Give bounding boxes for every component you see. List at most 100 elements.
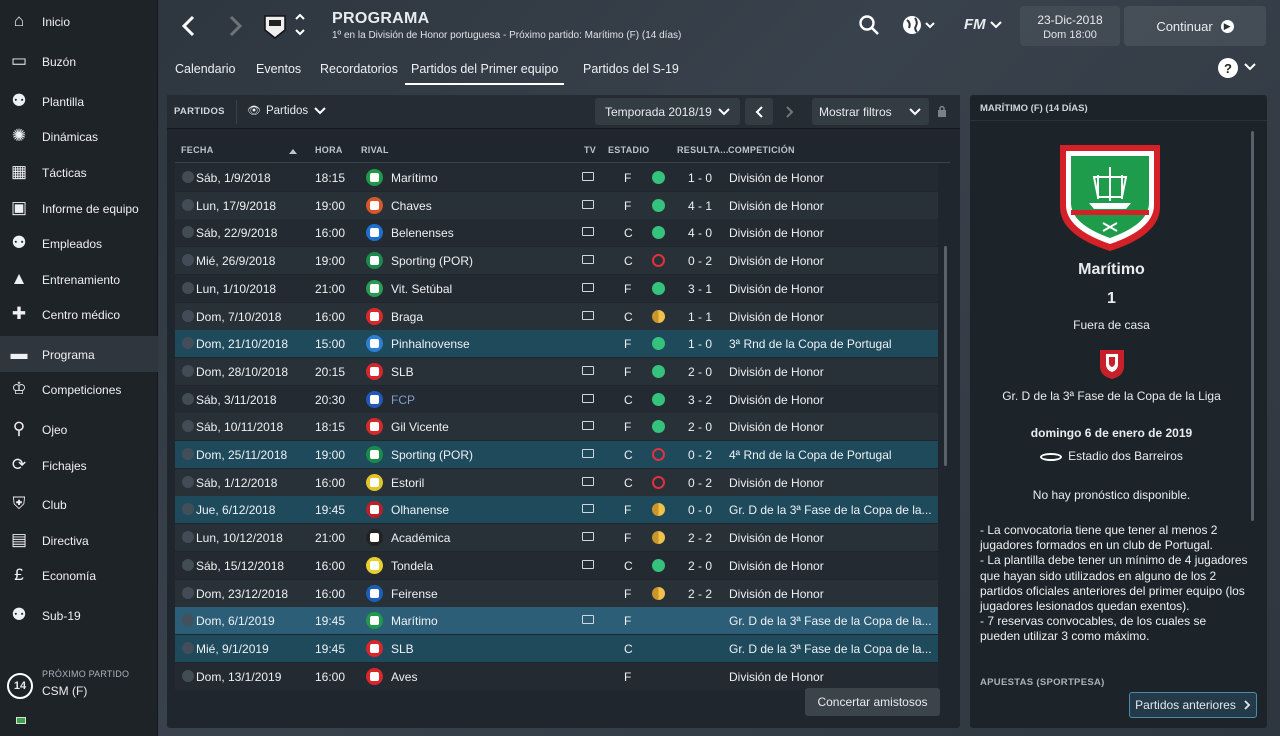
row-checkmark-icon bbox=[182, 586, 194, 599]
help-icon[interactable]: ? bbox=[1218, 58, 1238, 78]
back-arrow-icon[interactable] bbox=[178, 14, 200, 38]
dynamics-icon: ✺ bbox=[11, 126, 27, 145]
col-time[interactable]: HORA bbox=[315, 145, 343, 155]
game-date[interactable]: 23-Dic-2018 Dom 18:00 bbox=[1020, 6, 1120, 46]
table-row[interactable]: Lun, 17/9/2018 19:00 Chaves F 4 - 1 División … bbox=[175, 191, 938, 219]
club-switch-icon[interactable] bbox=[295, 12, 305, 40]
tab-calendario[interactable]: Calendario bbox=[175, 62, 236, 76]
col-date[interactable]: FECHA bbox=[181, 145, 214, 155]
detail-scrollbar[interactable] bbox=[1251, 131, 1254, 521]
previous-matches-button[interactable]: Partidos anteriores bbox=[1129, 692, 1257, 718]
tab-u19-matches[interactable]: Partidos del S-19 bbox=[583, 62, 679, 76]
match-competition: División de Honor bbox=[729, 531, 824, 546]
table-row[interactable]: Sáb, 3/11/2018 20:30 FCP C 3 - 2 División de … bbox=[175, 385, 938, 413]
sidebar-item-label: Economía bbox=[42, 569, 97, 583]
squad-icon: ⚉ bbox=[11, 91, 27, 110]
sidebar-item-empleados[interactable]: ⚉ Empleados bbox=[0, 225, 158, 261]
stadium-venue: F bbox=[624, 503, 632, 518]
lock-icon[interactable] bbox=[937, 105, 947, 117]
search-icon[interactable] bbox=[858, 14, 880, 36]
match-competition: Gr. D de la 3ª Fase de la Copa de la... bbox=[729, 614, 932, 629]
table-row[interactable]: Dom, 6/1/2019 19:45 Marítimo F Gr. D de la 3… bbox=[175, 607, 938, 635]
table-row[interactable]: Dom, 13/1/2019 16:00 Aves F División de Hono… bbox=[175, 662, 938, 690]
table-row[interactable]: Sáb, 15/12/2018 16:00 Tondela C 2 - 0 Divisió… bbox=[175, 551, 938, 579]
sidebar-item-label: Informe de equipo bbox=[42, 202, 139, 216]
table-row[interactable]: Lun, 1/10/2018 21:00 Vit. Setúbal F 3 - 1 Div… bbox=[175, 274, 938, 302]
sidebar-item-dinámicas[interactable]: ✺ Dinámicas bbox=[0, 118, 158, 154]
sidebar-item-directiva[interactable]: ▤ Directiva bbox=[0, 522, 158, 558]
sidebar-item-sub-19[interactable]: ⚉ Sub-19 bbox=[0, 597, 158, 633]
sidebar-item-ojeo[interactable]: ⚲ Ojeo bbox=[0, 411, 158, 447]
col-competition[interactable]: COMPETICIÓN bbox=[728, 145, 795, 155]
rule-line: - 7 reservas convocables, de los cuales … bbox=[980, 614, 1207, 644]
sidebar-item-fichajes[interactable]: ⟳ Fichajes bbox=[0, 447, 158, 483]
col-stadium[interactable]: ESTADIO bbox=[608, 145, 650, 155]
table-scrollbar[interactable] bbox=[944, 246, 947, 466]
row-checkmark-icon bbox=[182, 669, 194, 682]
row-checkmark-icon bbox=[182, 392, 194, 405]
match-date: Dom, 13/1/2019 bbox=[196, 669, 282, 684]
help-chevron-icon[interactable] bbox=[1244, 61, 1256, 73]
table-row[interactable]: Jue, 6/12/2018 19:45 Olhanense F 0 - 0 Gr. D … bbox=[175, 496, 938, 524]
result-indicator-icon bbox=[652, 309, 665, 323]
sidebar-item-label: Plantilla bbox=[42, 95, 85, 109]
col-rival[interactable]: RIVAL bbox=[361, 145, 389, 155]
sidebar-item-inicio[interactable]: ⌂ Inicio bbox=[0, 3, 158, 39]
table-row[interactable]: Sáb, 1/9/2018 18:15 Marítimo F 1 - 0 División… bbox=[175, 164, 938, 191]
row-checkmark-icon bbox=[182, 171, 194, 183]
sort-ascending-icon[interactable] bbox=[289, 148, 297, 154]
table-row[interactable]: Sáb, 10/11/2018 18:15 Gil Vicente F 2 - 0 Div… bbox=[175, 413, 938, 441]
match-time: 16:00 bbox=[315, 309, 346, 324]
rule-line: - La plantilla debe tener un mínimo de 4… bbox=[980, 553, 1248, 614]
rival-name: Feirense bbox=[391, 586, 438, 601]
col-tv[interactable]: TV bbox=[584, 145, 597, 155]
table-row[interactable]: Mié, 9/1/2019 19:45 SLB C Gr. D de la 3ª Fas… bbox=[175, 634, 938, 662]
sidebar-item-buzón[interactable]: ▭ Buzón bbox=[0, 43, 158, 79]
table-row[interactable]: Dom, 23/12/2018 16:00 Feirense F 2 - 2 Divisi… bbox=[175, 579, 938, 607]
arrange-friendlies-button[interactable]: Concertar amistosos bbox=[805, 688, 940, 716]
next-season-button[interactable] bbox=[776, 98, 804, 125]
fm-menu-icon[interactable]: FM bbox=[964, 16, 1002, 33]
col-result[interactable]: RESULTA... bbox=[677, 145, 729, 155]
previous-season-button[interactable] bbox=[745, 98, 773, 125]
result-indicator-icon bbox=[652, 475, 665, 489]
club-crest-icon[interactable] bbox=[262, 12, 288, 40]
tab-recordatorios[interactable]: Recordatorios bbox=[320, 62, 398, 76]
tab-eventos[interactable]: Eventos bbox=[256, 62, 302, 76]
season-dropdown[interactable]: Temporada 2018/19 bbox=[595, 98, 740, 125]
sidebar-item-club[interactable]: ⛨ Club bbox=[0, 486, 158, 522]
table-row[interactable]: Sáb, 22/9/2018 16:00 Belenenses C 4 - 0 Divis… bbox=[175, 219, 938, 247]
sidebar-item-programa[interactable]: ▬ Programa bbox=[0, 336, 158, 372]
sidebar-item-tácticas[interactable]: ▦ Tácticas bbox=[0, 154, 158, 190]
stadium-venue: F bbox=[624, 337, 632, 352]
table-row[interactable]: Dom, 28/10/2018 20:15 SLB F 2 - 0 División de… bbox=[175, 357, 938, 385]
table-row[interactable]: Mié, 26/9/2018 19:00 Sporting (POR) C 0 - 2 D… bbox=[175, 247, 938, 275]
show-filters-dropdown[interactable]: Mostrar filtros bbox=[812, 98, 929, 125]
sidebar-item-informe-de-equipo[interactable]: ▣ Informe de equipo bbox=[0, 190, 158, 226]
match-time: 20:30 bbox=[315, 392, 346, 407]
tv-icon bbox=[582, 172, 594, 181]
continue-button[interactable]: Continuar ▶ bbox=[1124, 6, 1266, 46]
sidebar-item-entrenamiento[interactable]: ▲ Entrenamiento bbox=[0, 261, 158, 297]
chevron-down-icon bbox=[314, 106, 326, 114]
globe-icon[interactable] bbox=[902, 14, 938, 36]
view-selector[interactable]: 👁 Partidos bbox=[247, 104, 326, 117]
forward-arrow-icon[interactable] bbox=[224, 14, 246, 38]
tab-first-team-matches[interactable]: Partidos del Primer equipo bbox=[405, 62, 565, 85]
sidebar-item-economía[interactable]: £ Economía bbox=[0, 557, 158, 593]
table-row[interactable]: Sáb, 1/12/2018 16:00 Estoril C 0 - 2 División… bbox=[175, 468, 938, 496]
board-icon: ▤ bbox=[10, 530, 28, 549]
table-row[interactable]: Dom, 7/10/2018 16:00 Braga C 1 - 1 División d… bbox=[175, 302, 938, 330]
sidebar-item-centro-médico[interactable]: ✚ Centro médico bbox=[0, 296, 158, 332]
table-row[interactable]: Dom, 21/10/2018 15:00 Pinhalnovense F 1 - 0 3… bbox=[175, 330, 938, 358]
stadium-venue: C bbox=[624, 558, 633, 573]
club-badge-icon bbox=[366, 169, 383, 186]
table-row[interactable]: Dom, 25/11/2018 19:00 Sporting (POR) C 0 - 2… bbox=[175, 441, 938, 468]
sidebar-item-plantilla[interactable]: ⚉ Plantilla bbox=[0, 83, 158, 119]
next-match-panel[interactable]: 14 PRÓXIMO PARTIDO CSM (F) bbox=[0, 664, 158, 716]
row-checkmark-icon bbox=[182, 364, 194, 377]
sidebar-item-label: Club bbox=[42, 498, 67, 512]
table-row[interactable]: Lun, 10/12/2018 21:00 Académica F 2 - 2 Divis… bbox=[175, 524, 938, 552]
sidebar-item-competiciones[interactable]: ♔ Competiciones bbox=[0, 371, 158, 407]
stadium-venue: F bbox=[624, 420, 632, 435]
